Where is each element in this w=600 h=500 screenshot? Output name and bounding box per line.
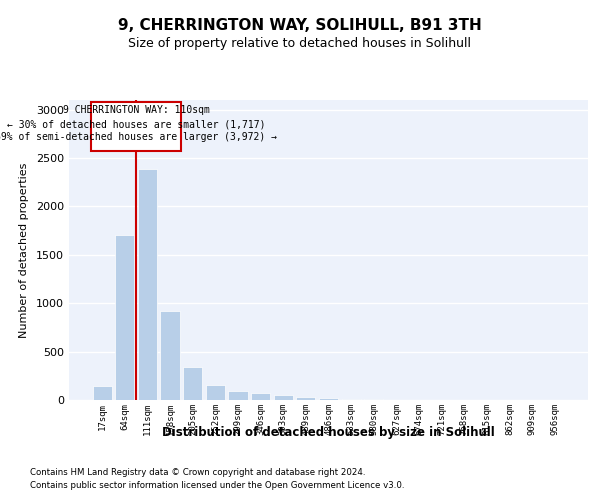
Bar (160, 311, 180, 400)
Bar (341, 399, 361, 400)
Bar (91, 102, 181, 151)
Text: 69% of semi-detached houses are larger (3,972) →: 69% of semi-detached houses are larger (… (0, 132, 277, 142)
Text: Distribution of detached houses by size in Solihull: Distribution of detached houses by size … (163, 426, 495, 439)
Text: 9, CHERRINGTON WAY, SOLIHULL, B91 3TH: 9, CHERRINGTON WAY, SOLIHULL, B91 3TH (118, 18, 482, 32)
Bar (364, 399, 383, 400)
Text: ← 30% of detached houses are smaller (1,717): ← 30% of detached houses are smaller (1,… (7, 119, 265, 129)
Text: 9 CHERRINGTON WAY: 110sqm: 9 CHERRINGTON WAY: 110sqm (63, 104, 209, 115)
Bar (206, 384, 225, 400)
Text: Contains public sector information licensed under the Open Government Licence v3: Contains public sector information licen… (30, 480, 404, 490)
Text: Contains HM Land Registry data © Crown copyright and database right 2024.: Contains HM Land Registry data © Crown c… (30, 468, 365, 477)
Y-axis label: Number of detached properties: Number of detached properties (19, 162, 29, 338)
Bar (115, 236, 134, 400)
Bar (319, 398, 338, 400)
Bar (138, 168, 157, 400)
Bar (251, 392, 270, 400)
Bar (274, 395, 293, 400)
Bar (296, 396, 316, 400)
Bar (92, 386, 112, 400)
Bar (183, 367, 202, 400)
Bar (229, 392, 248, 400)
Text: Size of property relative to detached houses in Solihull: Size of property relative to detached ho… (128, 38, 472, 51)
